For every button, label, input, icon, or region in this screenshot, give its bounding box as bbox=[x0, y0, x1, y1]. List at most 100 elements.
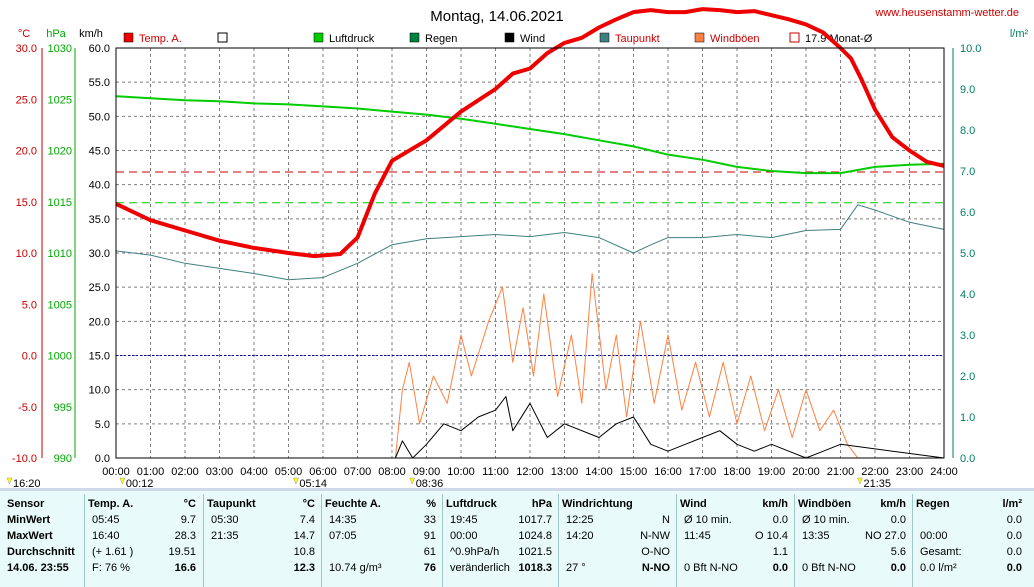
time-marker-label: 00:12 bbox=[126, 478, 154, 488]
stats-dew-header: Taupunkt bbox=[207, 498, 256, 510]
stats-press-time: 00:00 bbox=[450, 530, 478, 542]
stats-rain-value: 0.0 bbox=[1006, 546, 1022, 558]
stats-hum-current-value: 76 bbox=[423, 562, 436, 574]
pressure-tick-label: 1015 bbox=[48, 197, 72, 209]
stats-sensor-max: MaxWert bbox=[7, 530, 53, 542]
wind-tick-label: 5.0 bbox=[95, 419, 110, 431]
chart-title: Montag, 14.06.2021 bbox=[430, 8, 563, 25]
stats-dew-current-value: 12.3 bbox=[293, 562, 315, 574]
series-line-windb-en bbox=[116, 273, 944, 459]
stats-column-divider bbox=[321, 494, 322, 587]
wind-tick-label: 60.0 bbox=[89, 43, 110, 55]
rain-tick-label: 4.0 bbox=[960, 289, 975, 301]
rain-tick-label: 10.0 bbox=[960, 43, 981, 55]
pressure-tick-label: 1000 bbox=[48, 351, 72, 363]
stats-gust-time: Ø 10 min. bbox=[802, 514, 850, 526]
legend-label: Temp. A. bbox=[139, 33, 182, 45]
stats-wind-current-note: 0 Bft N-NO bbox=[684, 562, 738, 574]
stats-dew-value: 7.4 bbox=[299, 514, 315, 526]
weather-chart: Montag, 14.06.2021 www.heusenstamm-wette… bbox=[6, 7, 1028, 488]
temp-unit-label: °C bbox=[18, 28, 30, 40]
time-marker-icon bbox=[857, 477, 863, 485]
legend-label: Wind bbox=[520, 33, 545, 45]
legend-label: Regen bbox=[425, 33, 457, 45]
stats-sensor-min: MinWert bbox=[7, 514, 51, 526]
x-tick-label: 12:00 bbox=[516, 466, 544, 478]
stats-gust-current-note: 0 Bft N-NO bbox=[802, 562, 856, 574]
stats-hum-value: 61 bbox=[423, 546, 436, 558]
stats-temp-value: 19.51 bbox=[168, 546, 196, 558]
stats-dew-unit: °C bbox=[302, 498, 315, 510]
x-tick-label: 05:00 bbox=[275, 466, 303, 478]
rain-tick-label: 6.0 bbox=[960, 207, 975, 219]
x-tick-label: 10:00 bbox=[447, 466, 475, 478]
stats-temp-time: 05:45 bbox=[92, 514, 120, 526]
legend-swatch bbox=[504, 32, 515, 43]
x-tick-label: 06:00 bbox=[309, 466, 337, 478]
stats-dew-time: 21:35 bbox=[211, 530, 239, 542]
x-tick-label: 13:00 bbox=[551, 466, 579, 478]
series-line-taupunkt bbox=[115, 204, 945, 281]
x-tick-label: 17:00 bbox=[689, 466, 717, 478]
pressure-unit-label: hPa bbox=[46, 28, 66, 40]
x-tick-label: 14:00 bbox=[585, 466, 613, 478]
stats-gust-value: 0.0 bbox=[890, 514, 906, 526]
stats-press-time: 19:45 bbox=[450, 514, 478, 526]
temp-tick-label: -10.0 bbox=[12, 453, 37, 465]
stats-press-header: Luftdruck bbox=[446, 498, 497, 510]
temp-tick-label: 30.0 bbox=[16, 43, 37, 55]
stats-sensor-avg: Durchschnitt bbox=[7, 546, 75, 558]
series-line-wind bbox=[116, 396, 945, 459]
stats-wind-time: Ø 10 min. bbox=[684, 514, 732, 526]
pressure-tick-label: 990 bbox=[54, 453, 72, 465]
stats-wdir-value: O-NO bbox=[641, 546, 670, 558]
stats-column-divider bbox=[84, 494, 85, 587]
stats-panel bbox=[0, 488, 1034, 587]
stats-wdir-time: 12:25 bbox=[566, 514, 594, 526]
stats-press-value: 1021.5 bbox=[518, 546, 552, 558]
stats-rain-current-value: 0.0 bbox=[1006, 562, 1022, 574]
stats-hum-header: Feuchte A. bbox=[325, 498, 381, 510]
stats-hum-current-note: 10.74 g/m³ bbox=[329, 562, 382, 574]
stats-wdir-time: 14:20 bbox=[566, 530, 594, 542]
stats-column-divider bbox=[203, 494, 204, 587]
stats-rain-time: 00:00 bbox=[920, 530, 948, 542]
x-tick-label: 08:00 bbox=[378, 466, 406, 478]
stats-rain-unit: l/m² bbox=[1002, 498, 1022, 510]
x-tick-label: 16:00 bbox=[654, 466, 682, 478]
stats-press-unit: hPa bbox=[531, 498, 552, 510]
wind-tick-label: 50.0 bbox=[89, 111, 110, 123]
chart-grid bbox=[116, 48, 944, 458]
wind-tick-label: 0.0 bbox=[95, 453, 110, 465]
x-tick-label: 18:00 bbox=[723, 466, 751, 478]
pressure-tick-label: 995 bbox=[54, 402, 72, 414]
stats-temp-time: 16:40 bbox=[92, 530, 120, 542]
legend-swatch bbox=[409, 32, 420, 43]
pressure-tick-label: 1005 bbox=[48, 299, 72, 311]
x-tick-label: 15:00 bbox=[620, 466, 648, 478]
legend-label: Luftdruck bbox=[329, 33, 375, 45]
stats-dew-value: 10.8 bbox=[293, 546, 315, 558]
chart-legend: Temp. A. Luftdruck Regen Wind Taupunkt Windbö… bbox=[123, 32, 873, 45]
wind-tick-label: 45.0 bbox=[89, 146, 110, 158]
source-link[interactable]: www.heusenstamm-wetter.de bbox=[874, 7, 1019, 19]
stats-rain-value: 0.0 bbox=[1006, 530, 1022, 542]
stats-column-divider bbox=[676, 494, 677, 587]
wind-tick-label: 20.0 bbox=[89, 316, 110, 328]
legend-label: 17.9 Monat-Ø bbox=[805, 33, 873, 45]
stats-column-divider bbox=[442, 494, 443, 587]
stats-wind-time: 11:45 bbox=[684, 530, 711, 542]
stats-temp-header: Temp. A. bbox=[88, 498, 134, 510]
time-marker-icon bbox=[293, 477, 299, 485]
stats-hum-value: 33 bbox=[423, 514, 436, 526]
stats-press-time: ^0.9hPa/h bbox=[450, 546, 500, 558]
stats-temp-value: 28.3 bbox=[174, 530, 196, 542]
stats-sensor-last: 14.06. 23:55 bbox=[7, 562, 69, 574]
time-marker-label: 05:14 bbox=[299, 478, 327, 488]
stats-wind-value: O 10.4 bbox=[754, 530, 788, 542]
stats-rain-time: Gesamt: bbox=[920, 546, 962, 558]
temp-tick-label: 0.0 bbox=[22, 351, 37, 363]
stats-press-current-value: 1018.3 bbox=[518, 562, 552, 574]
stats-gust-current-value: 0.0 bbox=[890, 562, 906, 574]
pressure-tick-label: 1010 bbox=[48, 248, 72, 260]
